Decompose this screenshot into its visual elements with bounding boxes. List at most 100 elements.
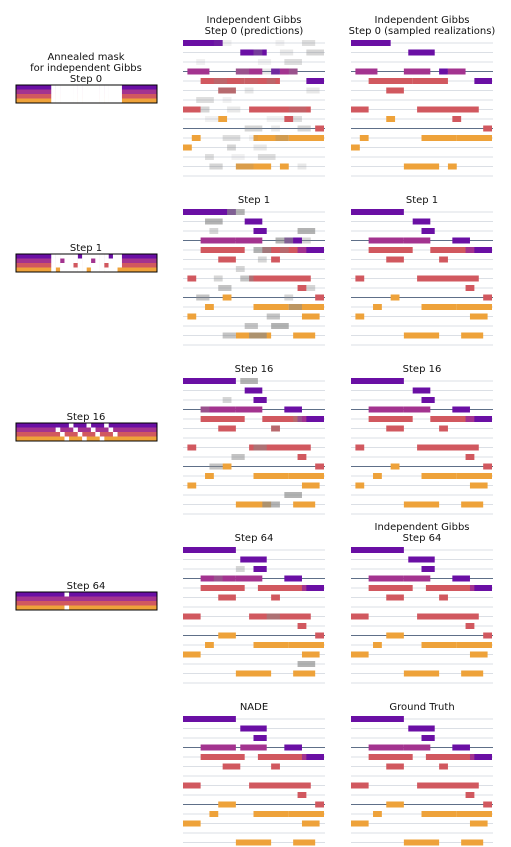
note <box>391 295 400 301</box>
note <box>413 219 431 225</box>
note <box>422 228 435 234</box>
note <box>404 576 430 582</box>
mask-cell <box>64 268 69 273</box>
note <box>284 745 302 751</box>
note <box>236 576 262 582</box>
predicted-note <box>196 59 205 65</box>
mask-cell <box>113 99 118 104</box>
pianoroll-1-0 <box>183 209 325 345</box>
mask-cell <box>109 259 114 264</box>
predicted-note <box>276 135 289 141</box>
note <box>315 295 324 301</box>
note <box>183 145 192 151</box>
mask-cell <box>95 85 100 90</box>
predicted-note <box>236 69 249 75</box>
mask-cell <box>87 94 92 99</box>
left-title-2: Step 16 <box>67 412 106 423</box>
predicted-note <box>262 69 280 75</box>
mask-cell <box>73 428 78 433</box>
note <box>439 78 448 84</box>
predicted-note <box>262 502 280 508</box>
mask-cell <box>87 259 92 264</box>
note <box>422 566 435 572</box>
note <box>461 333 483 339</box>
mask-cell <box>104 259 109 264</box>
mask-stripe <box>16 601 157 606</box>
mask-cell <box>117 90 122 95</box>
note <box>461 502 483 508</box>
mask-cell <box>78 90 83 95</box>
mask-cell <box>104 99 109 104</box>
mask-cell <box>95 432 100 437</box>
note <box>280 164 289 170</box>
note <box>404 502 439 508</box>
mask-cell <box>117 254 122 259</box>
predicted-note <box>271 323 289 329</box>
note <box>386 116 395 122</box>
note <box>298 285 307 291</box>
mask-cell <box>87 85 92 90</box>
mask-cell <box>73 90 78 95</box>
mask-cell <box>91 99 96 104</box>
predicted-note <box>302 40 315 46</box>
mask-cell <box>109 99 114 104</box>
note <box>369 247 413 253</box>
note <box>187 445 196 451</box>
note <box>470 135 479 141</box>
predicted-note <box>196 295 209 301</box>
panel-title-2-0: Step 16 <box>235 364 274 375</box>
note <box>183 716 236 722</box>
note <box>457 811 492 817</box>
note <box>426 585 470 591</box>
mask-cell <box>100 85 105 90</box>
note <box>245 388 263 394</box>
note <box>452 576 470 582</box>
note <box>351 209 404 215</box>
note <box>391 464 400 470</box>
note <box>271 764 280 770</box>
pianoroll-0-0 <box>183 40 325 176</box>
note <box>430 416 465 422</box>
mask-cell <box>113 268 118 273</box>
predicted-note <box>245 126 263 132</box>
predicted-note <box>289 107 307 113</box>
note <box>293 671 315 677</box>
mask-cell <box>113 94 118 99</box>
mask-cell <box>64 94 69 99</box>
predicted-note <box>280 50 293 56</box>
predicted-note <box>267 116 285 122</box>
note <box>483 295 492 301</box>
predicted-note <box>214 40 232 46</box>
mask-stripe <box>16 606 157 611</box>
predicted-note <box>236 164 254 170</box>
predicted-note <box>258 59 271 65</box>
note <box>386 764 404 770</box>
mask-cell <box>113 85 118 90</box>
note <box>187 276 196 282</box>
note <box>298 792 307 798</box>
mask-cell <box>60 254 65 259</box>
mask-cell <box>87 99 92 104</box>
mask-cell <box>60 99 65 104</box>
note <box>271 257 280 263</box>
pianoroll-4-0 <box>183 716 325 847</box>
mask-cell <box>78 263 83 268</box>
mask-cell <box>82 94 87 99</box>
pianoroll-2-1 <box>351 378 493 514</box>
mask-cell <box>113 263 118 268</box>
pianoroll-3-1 <box>351 547 493 683</box>
note <box>483 464 492 470</box>
predicted-note <box>254 247 272 253</box>
note <box>466 792 475 798</box>
mask-cell <box>91 263 96 268</box>
predicted-note <box>240 78 258 84</box>
mask-cell <box>109 428 114 433</box>
mask-cell <box>100 94 105 99</box>
panel-title-2-1: Step 16 <box>403 364 442 375</box>
mask-cell <box>78 85 83 90</box>
note <box>386 633 404 639</box>
note <box>284 116 293 122</box>
note <box>254 304 289 310</box>
predicted-note <box>245 88 254 94</box>
mask-cell <box>73 85 78 90</box>
